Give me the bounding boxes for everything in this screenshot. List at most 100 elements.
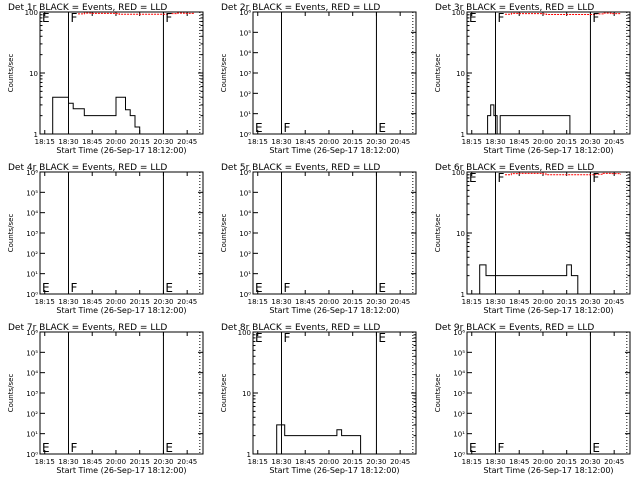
marker-label: F xyxy=(70,441,77,455)
x-tick-label: 18:30 xyxy=(58,458,78,466)
marker-label: F xyxy=(283,281,290,295)
x-tick-label: 20:00 xyxy=(106,298,126,306)
x-tick-label: 18:30 xyxy=(271,458,291,466)
y-tick-label: 10³ xyxy=(453,390,465,398)
x-tick-label: 20:15 xyxy=(557,298,577,306)
y-tick-label: 10 xyxy=(242,390,251,398)
y-axis-label: Counts/sec xyxy=(220,374,228,413)
y-tick-label: 10 xyxy=(29,70,38,78)
x-axis-label: Start Time (26-Sep-17 18:12:00) xyxy=(483,146,613,155)
plot-frame xyxy=(252,11,417,135)
x-tick-label: 20:30 xyxy=(580,298,600,306)
x-tick-label: 20:30 xyxy=(580,138,600,146)
y-tick-label: 10² xyxy=(26,250,38,258)
marker-label: F xyxy=(497,171,504,185)
y-tick-label: 10⁴ xyxy=(239,210,251,218)
x-tick-label: 20:00 xyxy=(319,458,339,466)
x-axis-label: Start Time (26-Sep-17 18:12:00) xyxy=(483,466,613,475)
panel-title: Det 5r BLACK = Events, RED = LLD xyxy=(221,163,380,173)
lld-series-line xyxy=(78,12,194,15)
x-axis-label: Start Time (26-Sep-17 18:12:00) xyxy=(56,466,186,475)
x-tick-label: 20:00 xyxy=(319,298,339,306)
y-tick-label: 10² xyxy=(239,90,251,98)
x-tick-label: 18:45 xyxy=(295,298,315,306)
y-tick-label: 10³ xyxy=(239,230,251,238)
marker-label: E xyxy=(42,281,50,295)
panel-title: Det 2r BLACK = Events, RED = LLD xyxy=(221,3,380,13)
panel-title: Det 1r BLACK = Events, RED = LLD xyxy=(8,3,167,13)
y-tick-label: 10⁰ xyxy=(26,451,38,459)
y-tick-label: 10² xyxy=(453,410,465,418)
marker-label: E xyxy=(165,281,173,295)
panel-9: Det 9r BLACK = Events, RED = LLD 10⁰ 10¹ 10… xyxy=(434,323,631,475)
x-tick-label: 18:15 xyxy=(35,458,55,466)
y-tick-label: 10⁰ xyxy=(239,291,251,299)
panel-4: Det 4r BLACK = Events, RED = LLD 10⁰ 10¹ 10… xyxy=(7,163,204,315)
x-tick-label: 20:30 xyxy=(580,458,600,466)
x-axis-label: Start Time (26-Sep-17 18:12:00) xyxy=(269,466,399,475)
events-series-line xyxy=(253,424,362,455)
y-tick-label: 10⁶ xyxy=(453,329,465,337)
x-tick-label: 20:30 xyxy=(366,458,386,466)
y-tick-label: 10¹ xyxy=(453,431,465,439)
panel-title: Det 3r BLACK = Events, RED = LLD xyxy=(435,3,594,13)
x-tick-label: 20:15 xyxy=(343,138,363,146)
y-axis-label: Counts/sec xyxy=(7,374,15,413)
marker-label: F xyxy=(283,331,290,345)
y-tick-label: 10³ xyxy=(26,230,38,238)
plot-frame xyxy=(39,171,204,295)
y-tick-label: 10⁵ xyxy=(453,349,465,357)
y-tick-label: 10³ xyxy=(26,390,38,398)
x-tick-label: 20:15 xyxy=(130,298,150,306)
y-tick-label: 100 xyxy=(25,9,38,17)
y-tick-label: 10⁴ xyxy=(26,370,38,378)
y-tick-label: 10 xyxy=(456,230,465,238)
x-tick-label: 20:30 xyxy=(153,298,173,306)
marker-label: F xyxy=(283,121,290,135)
panel-2: Det 2r BLACK = Events, RED = LLD 10⁰ 10¹ 10… xyxy=(220,3,417,155)
y-axis-label: Counts/sec xyxy=(434,214,442,253)
marker-label: E xyxy=(255,281,263,295)
x-tick-label: 20:15 xyxy=(557,138,577,146)
marker-label: E xyxy=(255,121,263,135)
x-tick-label: 18:45 xyxy=(82,138,102,146)
marker-label: E xyxy=(378,331,386,345)
panel-5: Det 5r BLACK = Events, RED = LLD 10⁰ 10¹ 10… xyxy=(220,163,417,315)
y-tick-label: 100 xyxy=(452,169,465,177)
x-tick-label: 20:45 xyxy=(604,458,624,466)
marker-label: F xyxy=(70,281,77,295)
x-tick-label: 18:15 xyxy=(248,138,268,146)
plot-frame xyxy=(39,11,204,135)
x-axis-label: Start Time (26-Sep-17 18:12:00) xyxy=(269,306,399,315)
x-tick-label: 18:30 xyxy=(485,458,505,466)
marker-label: E xyxy=(378,281,386,295)
y-tick-label: 10⁶ xyxy=(26,329,38,337)
x-tick-label: 20:00 xyxy=(533,138,553,146)
lld-series-line xyxy=(505,12,621,15)
x-tick-label: 18:45 xyxy=(295,458,315,466)
marker-label: E xyxy=(378,121,386,135)
y-tick-label: 10¹ xyxy=(26,271,38,279)
x-tick-label: 20:00 xyxy=(319,138,339,146)
panel-title: Det 9r BLACK = Events, RED = LLD xyxy=(435,323,594,333)
events-series-line xyxy=(467,104,571,135)
panel-title: Det 6r BLACK = Events, RED = LLD xyxy=(435,163,594,173)
y-tick-label: 10⁵ xyxy=(26,349,38,357)
panel-7: Det 7r BLACK = Events, RED = LLD 10⁰ 10¹ 10… xyxy=(7,323,204,475)
y-axis-label: Counts/sec xyxy=(434,54,442,93)
x-tick-label: 20:00 xyxy=(106,458,126,466)
x-tick-label: 18:30 xyxy=(485,298,505,306)
x-axis-label: Start Time (26-Sep-17 18:12:00) xyxy=(483,306,613,315)
x-tick-label: 20:15 xyxy=(130,458,150,466)
marker-label: E xyxy=(469,11,477,25)
plot-frame xyxy=(252,171,417,295)
y-tick-label: 10⁰ xyxy=(453,451,465,459)
marker-label: E xyxy=(42,11,50,25)
y-tick-label: 10¹ xyxy=(239,111,251,119)
y-tick-label: 10⁴ xyxy=(239,50,251,58)
panel-3: Det 3r BLACK = Events, RED = LLD 1 10 100 18… xyxy=(434,3,631,155)
x-tick-label: 18:15 xyxy=(248,458,268,466)
y-tick-label: 10⁵ xyxy=(239,189,251,197)
y-tick-label: 10 xyxy=(456,70,465,78)
y-axis-label: Counts/sec xyxy=(7,214,15,253)
